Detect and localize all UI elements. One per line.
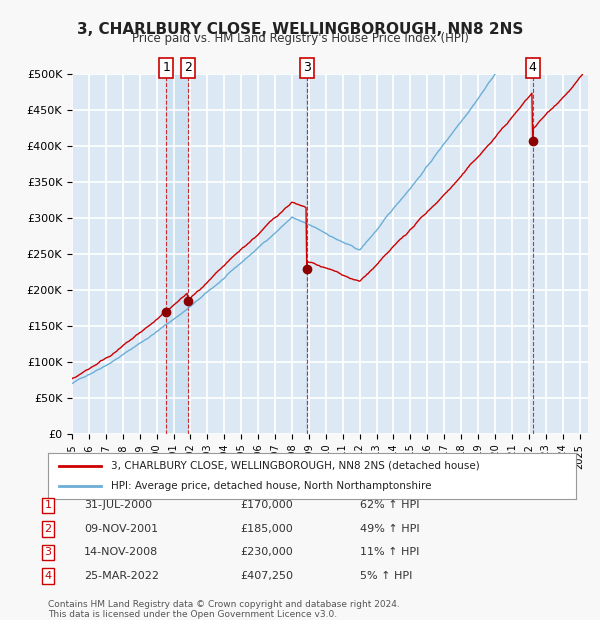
Text: £170,000: £170,000	[240, 500, 293, 510]
Text: 4: 4	[529, 61, 536, 74]
Text: 49% ↑ HPI: 49% ↑ HPI	[360, 524, 419, 534]
Text: 1: 1	[44, 500, 52, 510]
Text: 3, CHARLBURY CLOSE, WELLINGBOROUGH, NN8 2NS (detached house): 3, CHARLBURY CLOSE, WELLINGBOROUGH, NN8 …	[112, 461, 480, 471]
Text: 1: 1	[163, 61, 170, 74]
Text: 31-JUL-2000: 31-JUL-2000	[84, 500, 152, 510]
Text: 5% ↑ HPI: 5% ↑ HPI	[360, 571, 412, 581]
Text: 25-MAR-2022: 25-MAR-2022	[84, 571, 159, 581]
Text: 62% ↑ HPI: 62% ↑ HPI	[360, 500, 419, 510]
Bar	[306, 74, 307, 434]
Text: 4: 4	[44, 571, 52, 581]
Text: £185,000: £185,000	[240, 524, 293, 534]
Text: 3: 3	[44, 547, 52, 557]
Text: 11% ↑ HPI: 11% ↑ HPI	[360, 547, 419, 557]
Text: 3, CHARLBURY CLOSE, WELLINGBOROUGH, NN8 2NS: 3, CHARLBURY CLOSE, WELLINGBOROUGH, NN8 …	[77, 22, 523, 37]
Text: 3: 3	[303, 61, 311, 74]
Text: Price paid vs. HM Land Registry's House Price Index (HPI): Price paid vs. HM Land Registry's House …	[131, 32, 469, 45]
Text: 14-NOV-2008: 14-NOV-2008	[84, 547, 158, 557]
Text: 2: 2	[184, 61, 192, 74]
Text: £407,250: £407,250	[240, 571, 293, 581]
Text: 09-NOV-2001: 09-NOV-2001	[84, 524, 158, 534]
Text: £230,000: £230,000	[240, 547, 293, 557]
Text: Contains HM Land Registry data © Crown copyright and database right 2024.
This d: Contains HM Land Registry data © Crown c…	[48, 600, 400, 619]
Text: HPI: Average price, detached house, North Northamptonshire: HPI: Average price, detached house, Nort…	[112, 481, 432, 491]
Text: 2: 2	[44, 524, 52, 534]
Bar	[166, 74, 188, 434]
